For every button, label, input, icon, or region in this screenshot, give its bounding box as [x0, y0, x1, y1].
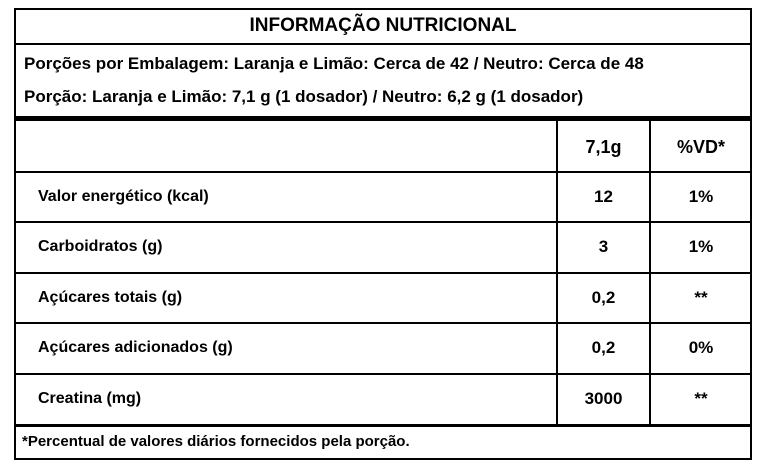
row-rule: [14, 271, 752, 274]
title: INFORMAÇÃO NUTRICIONAL: [249, 15, 517, 36]
row-rule: [14, 221, 752, 224]
portion-line: Porção: Laranja e Limão: 7,1 g (1 dosado…: [24, 87, 584, 106]
daily-value: 0%: [688, 338, 714, 358]
daily-value: **: [694, 287, 708, 307]
row-label: Creatina (mg): [38, 390, 142, 407]
row-label: Valor energético (kcal): [38, 187, 209, 205]
thick-rule: [14, 424, 752, 427]
thick-rule: [14, 116, 752, 121]
amount: 12: [594, 186, 613, 206]
daily-value: 1%: [688, 186, 714, 206]
portion-line: Porções por Embalagem: Laranja e Limão: …: [24, 54, 644, 73]
column-header: %VD*: [676, 137, 725, 157]
rule: [14, 43, 752, 45]
column-header: 7,1g: [585, 137, 622, 157]
daily-value: **: [694, 389, 708, 408]
row-rule: [14, 170, 752, 173]
footnote: *Percentual de valores diários fornecido…: [22, 433, 410, 450]
amount: 3000: [584, 389, 623, 408]
daily-value: 1%: [688, 237, 714, 257]
outer-border: [14, 8, 752, 460]
amount: 3: [598, 237, 609, 257]
amount: 0,2: [591, 338, 616, 358]
amount: 0,2: [591, 287, 616, 307]
row-label: Carboidratos (g): [38, 238, 163, 256]
row-label: Açúcares totais (g): [38, 288, 183, 306]
row-label: Açúcares adicionados (g): [38, 339, 233, 357]
row-rule: [14, 373, 752, 375]
row-rule: [14, 322, 752, 325]
